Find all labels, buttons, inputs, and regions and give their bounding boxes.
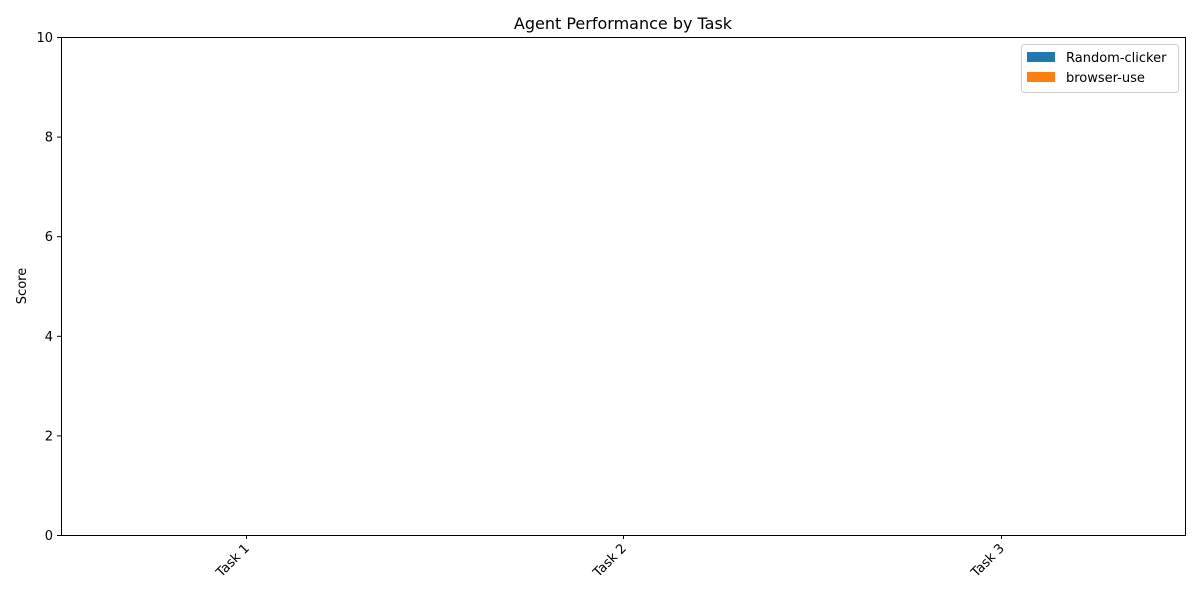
legend-label: browser-use: [1066, 71, 1145, 86]
chart-title: Agent Performance by Task: [514, 14, 733, 33]
y-tick-label: 4: [45, 330, 53, 345]
y-tick-label: 8: [45, 131, 53, 146]
x-axis-ticks: Task 1 Task 2 Task 3: [213, 535, 1008, 581]
y-tick-label: 6: [45, 230, 53, 245]
y-axis-label: Score: [15, 268, 30, 304]
y-tick-label: 2: [45, 429, 53, 444]
x-tick-label: Task 3: [968, 541, 1008, 581]
legend: Random-clicker browser-use: [1022, 45, 1179, 93]
plot-area-frame: [62, 38, 1186, 536]
legend-swatch: [1027, 72, 1055, 82]
x-tick-label: Task 2: [590, 541, 630, 581]
y-tick-label: 0: [45, 529, 53, 544]
y-axis-ticks: 0 2 4 6 8 10: [36, 31, 61, 544]
legend-label: Random-clicker: [1066, 51, 1167, 66]
y-tick-label: 10: [36, 31, 53, 46]
x-tick-label: Task 1: [213, 541, 253, 581]
legend-swatch: [1027, 52, 1055, 62]
